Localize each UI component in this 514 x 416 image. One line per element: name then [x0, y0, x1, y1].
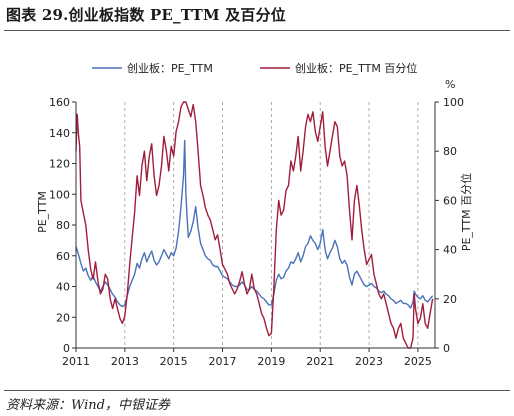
- y-axis-label-right: PE_TTM 百分位: [459, 173, 473, 251]
- y-tick-label-right-60: 60: [443, 194, 457, 207]
- legend-label-percentile: 创业板：PE_TTM 百分位: [295, 61, 417, 75]
- y-tick-label-right-40: 40: [443, 244, 457, 257]
- x-tick-label-2011: 2011: [62, 355, 90, 368]
- y-axis-label-left: PE_TTM: [36, 191, 49, 233]
- y-tick-label-right-80: 80: [443, 145, 457, 158]
- x-tick-label-2021: 2021: [306, 355, 334, 368]
- chart-svg: 0 20 40 60 80 100 120 140 160 0 20 40 60 80 100 2011 201…: [36, 61, 473, 368]
- legend-label-pe: 创业板：PE_TTM: [127, 61, 213, 75]
- title-rule: [4, 30, 510, 31]
- legend: 创业板：PE_TTM 创业板：PE_TTM 百分位: [92, 61, 417, 75]
- y-tick-label-left-80: 80: [56, 219, 70, 232]
- y-tick-label-left-160: 160: [49, 96, 70, 109]
- series-layer: [75, 101, 434, 349]
- pe-ttm-chart: 0 20 40 60 80 100 120 140 160 0 20 40 60 80 100 2011 201…: [0, 34, 514, 388]
- y-tick-label-left-20: 20: [56, 311, 70, 324]
- x-tick-label-2019: 2019: [257, 355, 285, 368]
- series-line-percentile: [75, 101, 434, 349]
- y-tick-label-left-100: 100: [49, 188, 70, 201]
- right-axis-unit: %: [445, 78, 455, 91]
- y-tick-label-left-0: 0: [63, 342, 70, 355]
- y-tick-label-right-20: 20: [443, 293, 457, 306]
- y-tick-label-right-0: 0: [443, 342, 450, 355]
- y-tick-label-left-140: 140: [49, 127, 70, 140]
- x-tick-label-2017: 2017: [209, 355, 237, 368]
- axis-layer: 0 20 40 60 80 100 120 140 160 0 20 40 60 80 100 2011 201…: [49, 96, 464, 368]
- x-tick-label-2015: 2015: [160, 355, 188, 368]
- source-note: 资料来源：Wind，中银证券: [6, 398, 170, 413]
- y-tick-label-left-40: 40: [56, 281, 70, 294]
- x-tick-label-2023: 2023: [355, 355, 383, 368]
- y-tick-label-right-100: 100: [443, 96, 464, 109]
- series-line-pe: [75, 139, 434, 309]
- figure-title: 图表 29.创业板指数 PE_TTM 及百分位: [6, 6, 286, 24]
- source-rule: [4, 390, 510, 391]
- y-tick-label-left-120: 120: [49, 158, 70, 171]
- grid-layer: [124, 102, 419, 348]
- y-tick-label-left-60: 60: [56, 250, 70, 263]
- x-tick-label-2013: 2013: [111, 355, 139, 368]
- x-tick-label-2025: 2025: [404, 355, 432, 368]
